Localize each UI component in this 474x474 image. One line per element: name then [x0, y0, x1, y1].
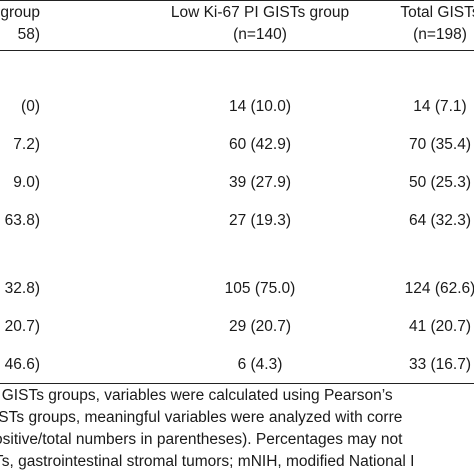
- footnote-line-2: ISTs groups, meaningful variables were a…: [0, 409, 403, 426]
- header-bottom-rule: [0, 50, 474, 51]
- header-low-ki67-count: (n=140): [233, 26, 287, 43]
- row7-col1: 46.6): [4, 356, 40, 373]
- row4-low-ki67: 27 (19.3): [228, 212, 292, 229]
- row3-total: 50 (25.3): [408, 174, 472, 191]
- row5-low-ki67: 105 (75.0): [224, 280, 296, 297]
- row3-low-ki67: 39 (27.9): [228, 174, 292, 191]
- header-total-count: (n=198): [413, 26, 467, 43]
- row5-col1: 32.8): [4, 280, 40, 297]
- table-top-rule: [0, 0, 474, 1]
- footnote-line-1: l GISTs groups, variables were calculate…: [0, 387, 393, 404]
- header-low-ki67-title: Low Ki-67 PI GISTs group: [170, 4, 350, 21]
- header-col1-count: 58): [17, 26, 40, 43]
- header-total-title: Total GISTs: [400, 4, 474, 21]
- row1-low-ki67: 14 (10.0): [228, 98, 292, 115]
- row7-low-ki67: 6 (4.3): [237, 356, 283, 373]
- row2-low-ki67: 60 (42.9): [228, 136, 292, 153]
- row1-total: 14 (7.1): [413, 98, 467, 115]
- row2-total: 70 (35.4): [408, 136, 472, 153]
- row6-total: 41 (20.7): [408, 318, 472, 335]
- footnote-line-3: ositive/total numbers in parentheses). P…: [0, 431, 403, 448]
- row4-col1: 63.8): [4, 212, 40, 229]
- header-col1-title: l GISTs group: [0, 4, 40, 21]
- row5-total: 124 (62.6): [404, 280, 474, 297]
- row3-col1: 9.0): [13, 174, 40, 191]
- row1-col1: (0): [21, 98, 40, 115]
- row2-col1: 7.2): [13, 136, 40, 153]
- row7-total: 33 (16.7): [408, 356, 472, 373]
- footnote-line-4: Ts, gastrointestinal stromal tumors; mNI…: [0, 453, 415, 470]
- row6-low-ki67: 29 (20.7): [228, 318, 292, 335]
- row4-total: 64 (32.3): [408, 212, 472, 229]
- row6-col1: 20.7): [4, 318, 40, 335]
- table-bottom-rule: [0, 383, 474, 384]
